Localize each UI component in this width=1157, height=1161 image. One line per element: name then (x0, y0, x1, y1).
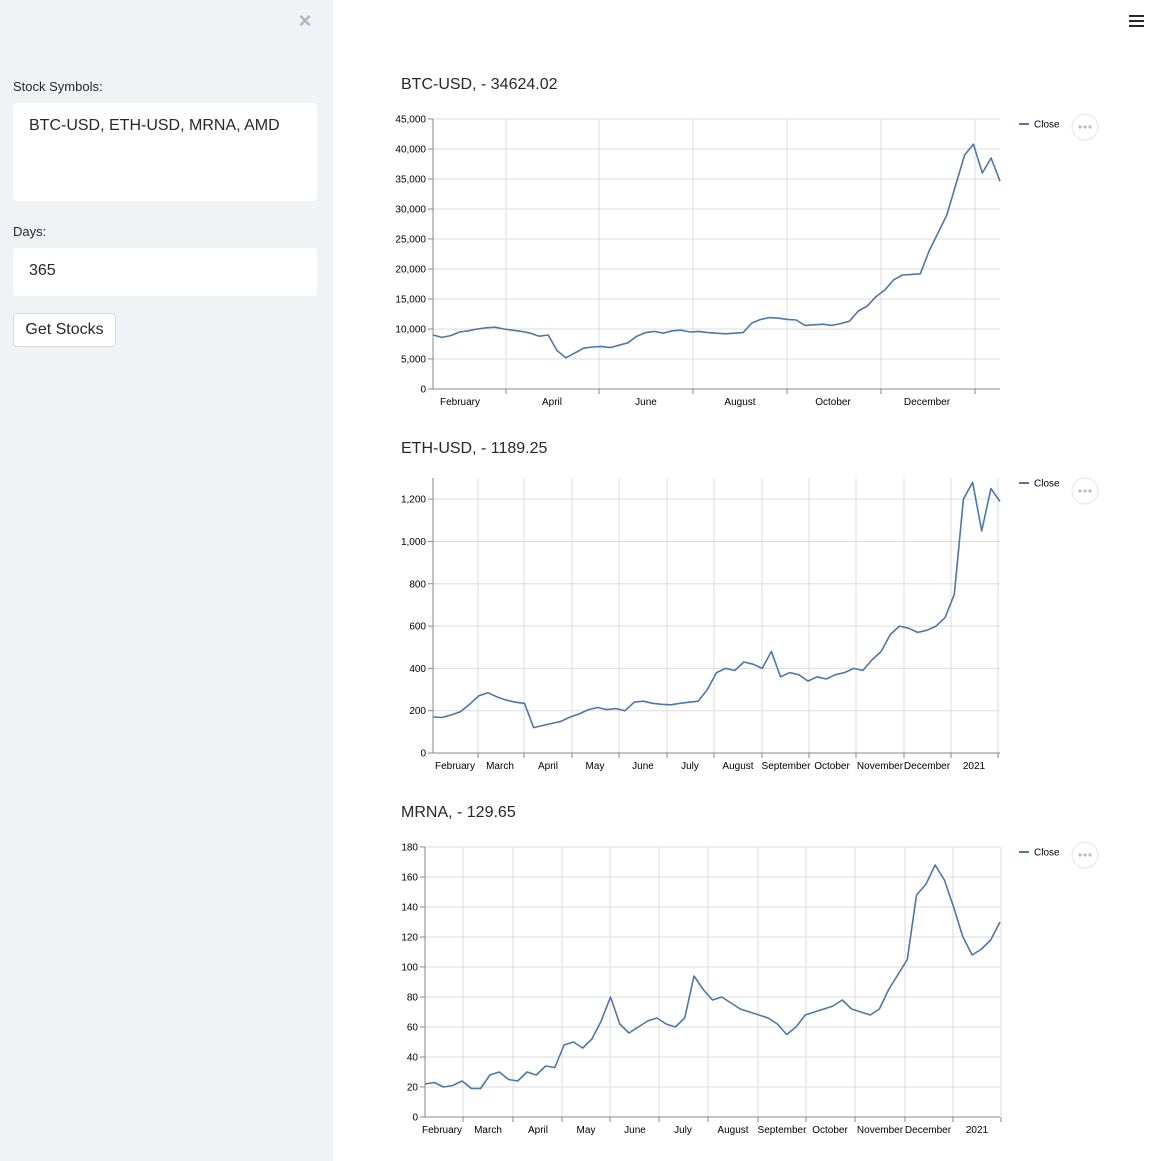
x-tick-label: June (632, 761, 654, 772)
x-tick-label: November (857, 761, 904, 772)
more-options-icon (1083, 853, 1087, 857)
x-tick-label: November (857, 1125, 904, 1136)
x-tick-label: April (542, 397, 562, 408)
x-tick-label: May (577, 1125, 596, 1136)
chart-title-eth: ETH-USD, - 1189.25 (401, 440, 548, 457)
x-tick-label: October (812, 1125, 848, 1136)
x-tick-label: September (758, 1125, 808, 1136)
x-tick-label: October (814, 761, 850, 772)
x-tick-label: March (474, 1125, 502, 1136)
y-tick-label: 400 (409, 664, 426, 675)
chart-title-mrna: MRNA, - 129.65 (401, 804, 516, 821)
sidebar: × Stock Symbols: BTC-USD, ETH-USD, MRNA,… (0, 0, 333, 1161)
y-tick-label: 160 (401, 873, 418, 884)
legend-label: Close (1034, 848, 1060, 859)
y-tick-label: 60 (407, 1023, 419, 1034)
more-options-icon (1088, 125, 1092, 129)
y-tick-label: 0 (420, 749, 426, 760)
y-tick-label: 20 (407, 1083, 419, 1094)
x-tick-label: April (538, 761, 558, 772)
more-options-icon (1078, 853, 1082, 857)
y-tick-label: 45,000 (395, 115, 426, 126)
more-options-icon (1078, 125, 1082, 129)
x-tick-label: February (440, 397, 480, 408)
more-options-icon (1083, 125, 1087, 129)
y-tick-label: 800 (409, 579, 426, 590)
chart-title-btc: BTC-USD, - 34624.02 (401, 76, 558, 93)
y-tick-label: 120 (401, 933, 418, 944)
y-tick-label: 200 (409, 706, 426, 717)
y-tick-label: 30,000 (395, 205, 426, 216)
x-tick-label: September (762, 761, 812, 772)
x-tick-label: June (635, 397, 657, 408)
y-tick-label: 0 (420, 385, 426, 396)
y-tick-label: 1,200 (401, 495, 426, 506)
x-tick-label: February (422, 1125, 462, 1136)
more-options-icon (1088, 853, 1092, 857)
x-tick-label: August (722, 761, 753, 772)
stock-symbols-input[interactable]: BTC-USD, ETH-USD, MRNA, AMD (13, 103, 317, 201)
y-tick-label: 140 (401, 903, 418, 914)
x-tick-label: December (904, 761, 951, 772)
x-tick-label: August (724, 397, 755, 408)
more-options-icon (1088, 489, 1092, 493)
more-options-icon (1078, 489, 1082, 493)
x-tick-label: December (905, 1125, 952, 1136)
y-tick-label: 10,000 (395, 325, 426, 336)
series-line-close (432, 143, 1001, 359)
x-tick-label: March (486, 761, 514, 772)
legend-label: Close (1034, 479, 1060, 490)
y-tick-label: 25,000 (395, 235, 426, 246)
x-tick-label: April (528, 1125, 548, 1136)
more-options-icon (1083, 489, 1087, 493)
y-tick-label: 1,000 (401, 537, 426, 548)
x-tick-label: October (815, 397, 851, 408)
x-tick-label: July (674, 1125, 692, 1136)
x-tick-label: February (435, 761, 475, 772)
y-tick-label: 5,000 (401, 355, 426, 366)
x-tick-label: December (904, 397, 951, 408)
hamburger-icon[interactable] (1127, 12, 1147, 32)
x-tick-label: May (586, 761, 605, 772)
y-tick-label: 180 (401, 843, 418, 854)
legend-label: Close (1034, 120, 1060, 131)
get-stocks-button[interactable]: Get Stocks (13, 313, 116, 347)
y-tick-label: 40,000 (395, 145, 426, 156)
x-tick-label: August (717, 1125, 748, 1136)
y-tick-label: 0 (412, 1113, 418, 1124)
x-tick-label: 2021 (963, 761, 986, 772)
x-tick-label: 2021 (966, 1125, 989, 1136)
y-tick-label: 40 (407, 1053, 419, 1064)
y-tick-label: 20,000 (395, 265, 426, 276)
series-line-close (424, 864, 1001, 1090)
days-label: Days: (13, 224, 47, 239)
days-input[interactable]: 365 (13, 248, 317, 296)
series-line-close (432, 481, 1001, 729)
close-icon[interactable]: × (298, 8, 312, 33)
x-tick-label: July (681, 761, 699, 772)
y-tick-label: 15,000 (395, 295, 426, 306)
y-tick-label: 35,000 (395, 175, 426, 186)
stock-symbols-label: Stock Symbols: (13, 79, 103, 94)
y-tick-label: 600 (409, 622, 426, 633)
y-tick-label: 100 (401, 963, 418, 974)
y-tick-label: 80 (407, 993, 419, 1004)
x-tick-label: June (624, 1125, 646, 1136)
